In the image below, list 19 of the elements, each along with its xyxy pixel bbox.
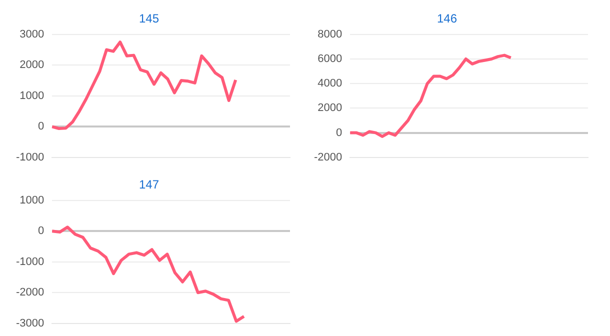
y-tick-label: -3000 <box>16 317 44 330</box>
y-tick-label: -1000 <box>16 256 44 268</box>
y-tick-label: -2000 <box>314 151 342 164</box>
y-tick-label: 2000 <box>20 59 44 72</box>
y-tick-label: 1000 <box>20 90 44 102</box>
y-tick-label: 4000 <box>318 78 342 90</box>
y-tick-label: 1000 <box>20 194 44 206</box>
chart-title: 145 <box>138 12 160 26</box>
chart-title: 147 <box>138 178 160 192</box>
y-tick-label: -1000 <box>16 151 44 164</box>
y-tick-label: 0 <box>38 120 44 133</box>
y-tick-label: 0 <box>38 225 44 238</box>
y-tick-label: 0 <box>336 126 342 139</box>
y-tick-label: 6000 <box>318 53 342 66</box>
y-tick-label: -2000 <box>16 286 44 299</box>
y-tick-label: 3000 <box>20 28 44 40</box>
y-tick-label: 8000 <box>318 28 342 40</box>
y-tick-label: 2000 <box>318 102 342 114</box>
chart-title: 146 <box>436 12 458 26</box>
